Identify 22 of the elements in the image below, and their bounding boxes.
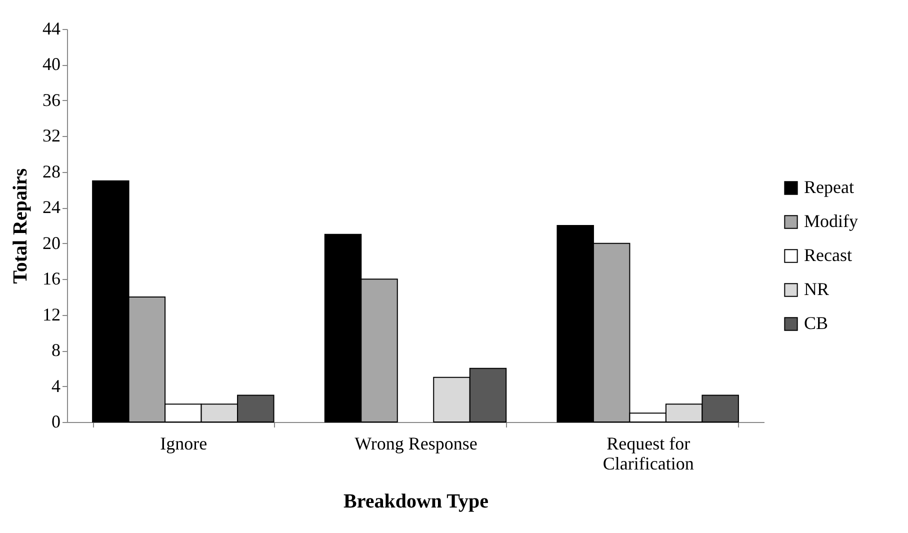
x-tick-label: Ignore bbox=[160, 434, 208, 454]
legend-label: NR bbox=[804, 279, 830, 299]
y-tick-label: 20 bbox=[42, 232, 60, 253]
y-tick-label: 28 bbox=[42, 161, 60, 182]
y-tick-label: 44 bbox=[42, 18, 60, 38]
y-axis-title: Total Repairs bbox=[10, 168, 32, 284]
x-axis-title: Breakdown Type bbox=[343, 490, 489, 512]
y-tick-label: 40 bbox=[42, 54, 60, 74]
x-tick-label: Wrong Response bbox=[354, 434, 478, 454]
y-tick-label: 36 bbox=[42, 90, 60, 110]
y-tick-label: 16 bbox=[42, 268, 60, 289]
y-tick-label: 24 bbox=[42, 197, 60, 218]
legend-label: Repeat bbox=[804, 177, 854, 197]
y-tick-label: 4 bbox=[52, 376, 60, 396]
legend-label: CB bbox=[804, 313, 828, 333]
y-tick-label: 12 bbox=[42, 304, 60, 324]
x-tick-label: Request for Clarification bbox=[602, 434, 694, 474]
legend-label: Modify bbox=[804, 211, 858, 231]
legend-label: Recast bbox=[804, 245, 852, 265]
y-tick-label: 32 bbox=[42, 126, 60, 146]
y-tick-label: 0 bbox=[52, 412, 60, 432]
y-tick-label: 8 bbox=[52, 340, 60, 360]
